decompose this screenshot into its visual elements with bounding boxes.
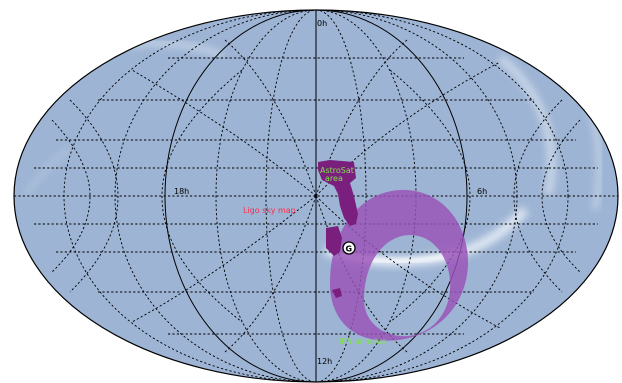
ipn-label: IPN annulus	[339, 337, 386, 346]
grid-label-0h: 0h	[317, 19, 327, 28]
sky-boundary	[13, 9, 619, 383]
astrosat-label-line2: area	[325, 174, 343, 183]
trigger-marker-circle	[342, 241, 356, 255]
grid-label-12h: 12h	[317, 357, 332, 366]
ligo-label: Ligo sky map	[243, 206, 296, 215]
grid-label-6h: 6h	[477, 187, 487, 196]
astrosat-area	[318, 160, 358, 298]
grid-label-18h: 18h	[174, 187, 189, 196]
ipn-annulus	[330, 189, 468, 341]
trigger-marker-label: G	[346, 245, 353, 254]
solid-meridians	[164, 10, 468, 382]
astrosat-label-line1: AstroSat	[320, 166, 354, 175]
